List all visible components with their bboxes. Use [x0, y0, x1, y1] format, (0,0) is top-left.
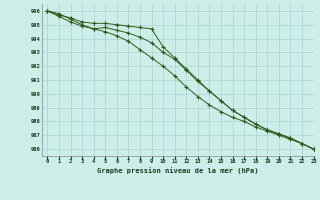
X-axis label: Graphe pression niveau de la mer (hPa): Graphe pression niveau de la mer (hPa) [97, 167, 258, 174]
